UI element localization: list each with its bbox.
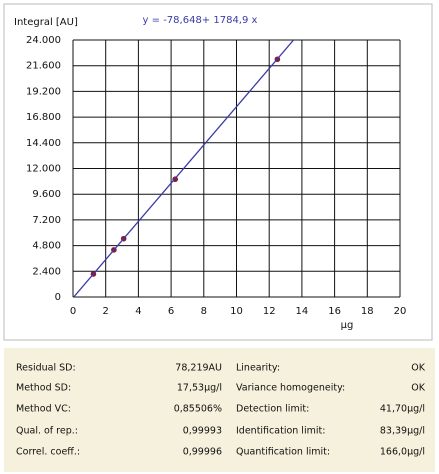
x-tick-label: 0 xyxy=(70,306,76,317)
stat-label: Method SD: xyxy=(16,383,71,394)
stats-panel xyxy=(4,348,435,472)
y-axis-label: Integral [AU] xyxy=(14,17,78,28)
equation: y = -78,648+ 1784,9 x xyxy=(143,15,258,26)
y-tick-label: 2.400 xyxy=(32,266,61,277)
x-tick-label: 8 xyxy=(201,306,207,317)
stat-label: Quantification limit: xyxy=(236,447,330,458)
stat-value: OK xyxy=(411,383,425,394)
stat-value: 0,85506% xyxy=(174,404,222,415)
stat-label: Residual SD: xyxy=(16,363,76,374)
y-tick-label: 21.600 xyxy=(26,61,61,72)
y-tick-label: 14.400 xyxy=(26,138,61,149)
x-tick-label: 14 xyxy=(296,306,309,317)
x-tick-label: 2 xyxy=(103,306,109,317)
y-tick-label: 4.800 xyxy=(32,241,61,252)
x-tick-label: 6 xyxy=(168,306,174,317)
stats-table: Residual SD: 78,219AU Linearity: OK Method S… xyxy=(16,363,426,458)
y-tick-label: 7.200 xyxy=(32,215,61,226)
y-tick-label: 12.000 xyxy=(26,164,61,175)
x-tick-label: 4 xyxy=(135,306,141,317)
x-tick-label: 16 xyxy=(328,306,341,317)
stat-value: 78,219AU xyxy=(175,363,222,374)
stat-value: 17,53µg/l xyxy=(177,383,222,394)
y-tick-label: 24.000 xyxy=(26,35,61,46)
x-tick-label: 12 xyxy=(263,306,276,317)
stat-value: 0,99996 xyxy=(183,447,222,458)
chart-panel xyxy=(3,3,433,341)
stat-label: Detection limit: xyxy=(236,404,309,415)
regression-line xyxy=(73,40,295,297)
stat-label: Identification limit: xyxy=(236,426,325,437)
stat-value: 83,39µg/l xyxy=(380,426,425,437)
x-tick-label: 10 xyxy=(230,306,243,317)
x-tick-label: 18 xyxy=(361,306,374,317)
stat-label: Correl. coeff.: xyxy=(16,447,80,458)
y-tick-label: 16.800 xyxy=(26,112,61,123)
y-tick-label: 19.200 xyxy=(26,86,61,97)
stat-value: 0,99993 xyxy=(183,426,222,437)
stat-label: Method VC: xyxy=(16,404,71,415)
stat-value: OK xyxy=(411,363,425,374)
y-tick-label: 9.600 xyxy=(32,189,61,200)
stat-label: Linearity: xyxy=(236,363,280,374)
y-tick-label: 0 xyxy=(55,292,61,303)
stat-label: Variance homogeneity: xyxy=(236,383,345,394)
x-axis-label: µg xyxy=(341,320,354,331)
stat-label: Qual. of rep.: xyxy=(16,426,78,437)
stat-value: 166,0µg/l xyxy=(380,447,425,458)
x-tick-label: 20 xyxy=(394,306,407,317)
stat-value: 41,70µg/l xyxy=(380,404,425,415)
